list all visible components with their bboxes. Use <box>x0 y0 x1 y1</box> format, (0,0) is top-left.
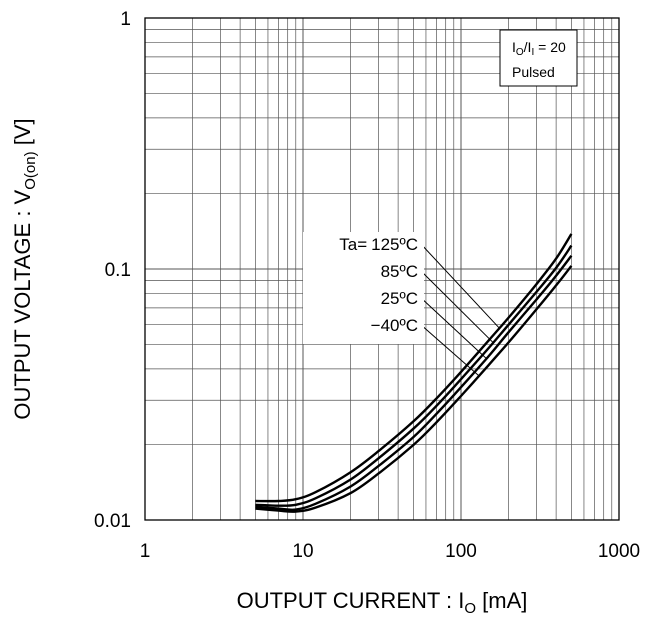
leader-line <box>419 296 487 360</box>
series-125c <box>255 233 573 503</box>
series-label-25: 25ºC <box>381 289 418 308</box>
leader-line <box>419 323 480 377</box>
conditions-ratio: IO/II = 20 <box>512 39 566 58</box>
y-tick-label: 1 <box>120 9 131 30</box>
y-tick-label: 0.01 <box>94 511 131 532</box>
series-label-minus40: −40ºC <box>371 316 418 335</box>
series-label-85: 85ºC <box>381 262 418 281</box>
x-tick-label: 10 <box>292 541 313 562</box>
x-tick-label: 100 <box>445 541 477 562</box>
y-tick-labels: 0.01 0.1 1 <box>94 9 131 532</box>
series-label-background <box>303 232 424 344</box>
series-label-125: Ta= 125ºC <box>339 235 418 254</box>
x-tick-labels: 1 10 100 1000 <box>140 541 640 562</box>
series-curves <box>255 233 573 513</box>
series-85c <box>255 244 573 507</box>
leader-line <box>419 242 500 329</box>
plot-frame <box>144 17 620 521</box>
y-axis-label: OUTPUT VOLTAGE : VO(on) [V] <box>10 118 39 419</box>
conditions-box: IO/II = 20 Pulsed <box>499 29 578 87</box>
leader-line <box>419 269 494 344</box>
x-tick-label: 1000 <box>598 541 640 562</box>
series-leader-lines <box>419 242 500 377</box>
y-tick-label: 0.1 <box>105 260 131 281</box>
x-tick-label: 1 <box>140 541 151 562</box>
x-axis-label: OUTPUT CURRENT : IO [mA] <box>237 588 528 617</box>
series-25c <box>255 254 573 512</box>
series-minus40c <box>255 265 573 513</box>
conditions-pulsed: Pulsed <box>512 64 555 80</box>
